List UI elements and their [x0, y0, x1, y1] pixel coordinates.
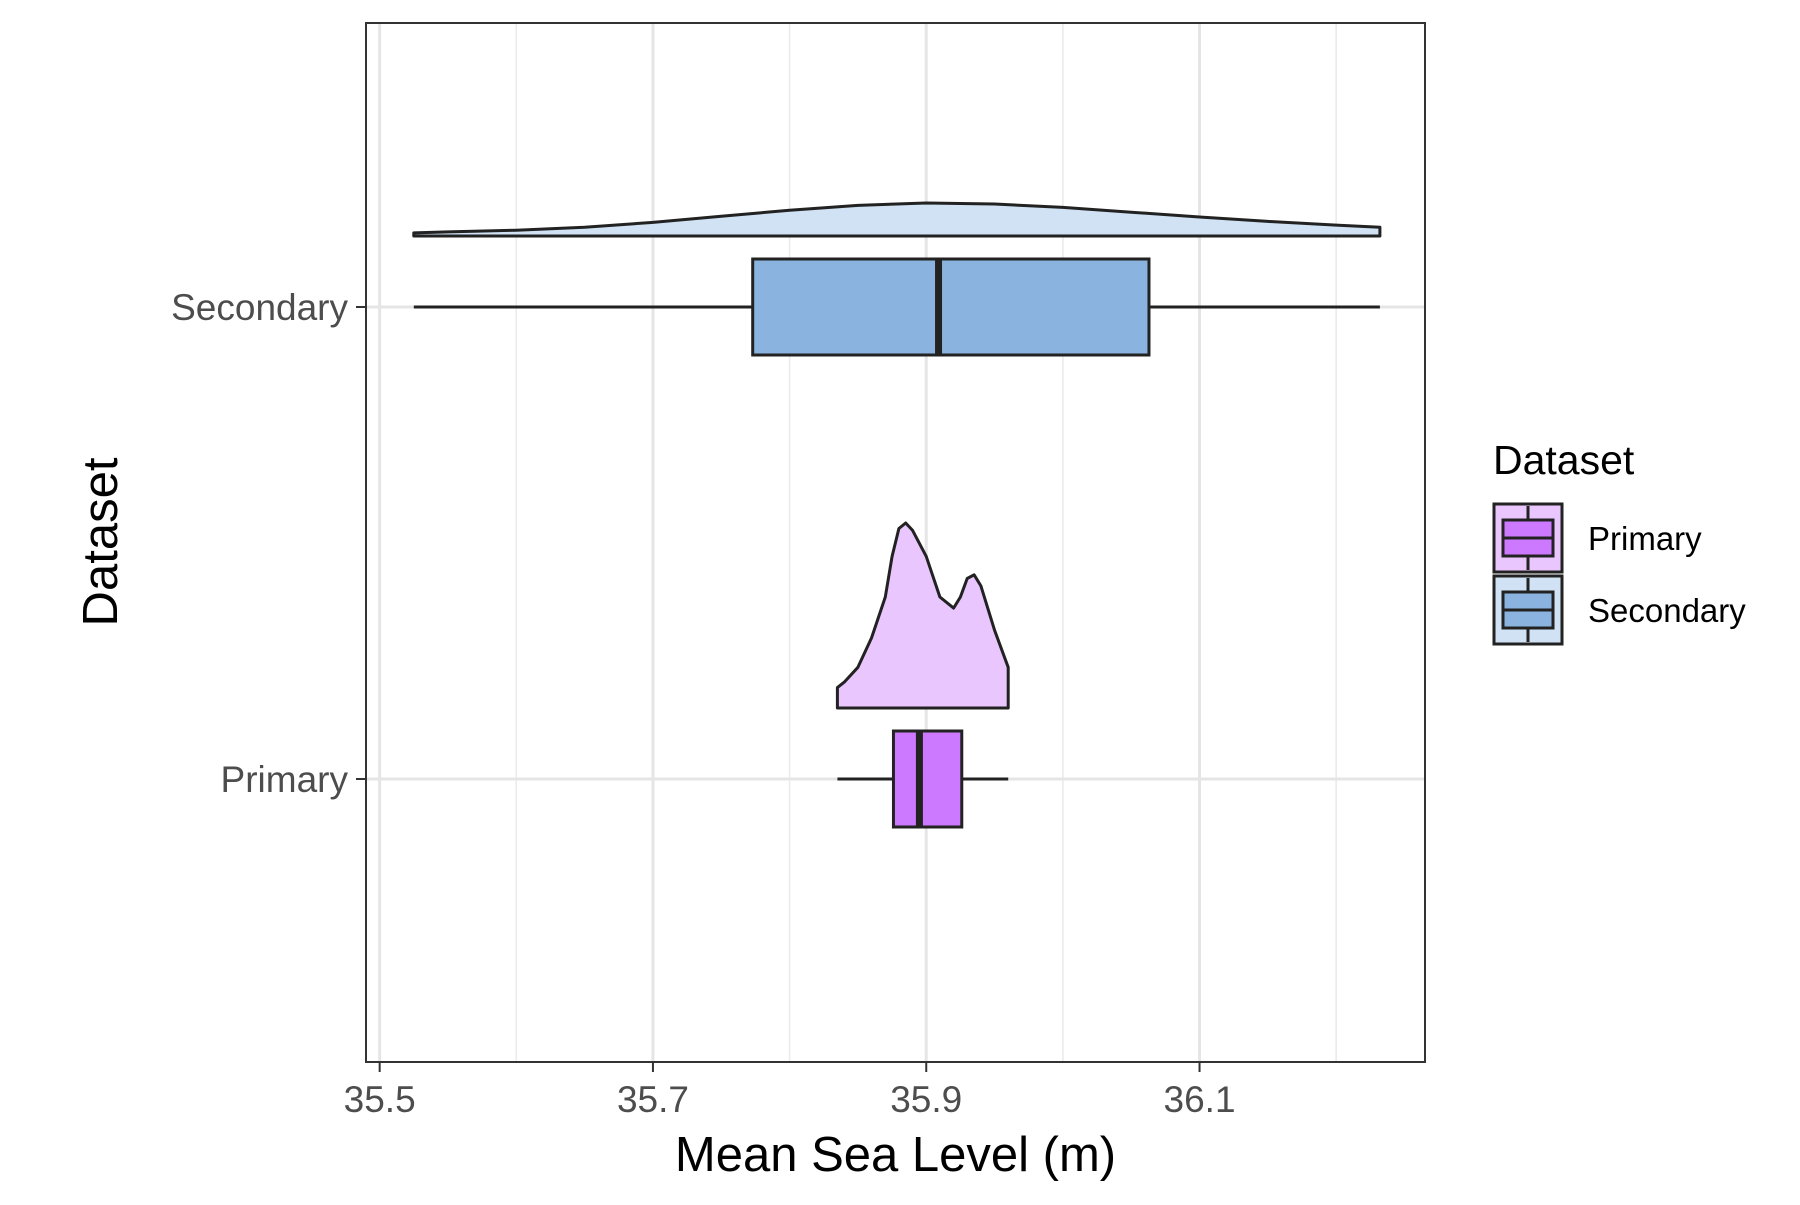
y-axis: Secondary Primary Dataset — [74, 287, 366, 800]
box-primary — [891, 729, 964, 829]
series-secondary — [412, 201, 1382, 357]
x-axis-title: Mean Sea Level (m) — [675, 1128, 1116, 1182]
y-axis-title: Dataset — [74, 457, 128, 626]
density-primary — [835, 521, 1010, 710]
series-primary — [835, 521, 1010, 829]
x-tick-label: 36.1 — [1164, 1079, 1236, 1120]
legend-key-secondary — [1492, 574, 1564, 646]
legend-key-primary — [1492, 502, 1564, 574]
legend: Dataset Primary Secondary — [1492, 437, 1746, 646]
x-axis: 35.5 35.7 35.9 36.1 Mean Sea Level (m) — [344, 1062, 1236, 1182]
legend-label: Primary — [1588, 520, 1702, 557]
x-tick-label: 35.7 — [617, 1079, 689, 1120]
legend-title: Dataset — [1493, 437, 1635, 483]
panel-border — [365, 22, 1426, 1063]
y-tick-label: Primary — [221, 759, 349, 800]
x-tick-label: 35.9 — [890, 1079, 962, 1120]
x-tick-label: 35.5 — [344, 1079, 416, 1120]
y-tick-label: Secondary — [171, 287, 348, 328]
box-secondary — [751, 257, 1151, 357]
legend-label: Secondary — [1588, 592, 1746, 629]
density-secondary — [412, 201, 1382, 238]
